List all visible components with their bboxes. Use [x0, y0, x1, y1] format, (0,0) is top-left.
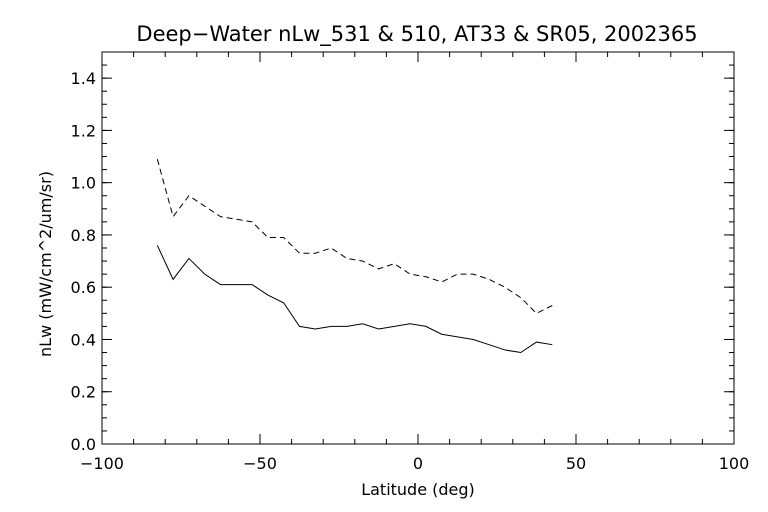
plot-frame [101, 51, 735, 445]
x-axis-label: Latitude (deg) [361, 480, 475, 499]
chart-title: Deep−Water nLw_531 & 510, AT33 & SR05, 2… [136, 22, 697, 47]
x-tick-label: 50 [566, 454, 586, 473]
series-line-dashed [156, 159, 553, 314]
y-axis-label: nLw (mW/cm^2/um/sr) [36, 171, 55, 357]
y-tick-label: 1.2 [71, 121, 96, 140]
y-tick-label: 0.2 [71, 383, 96, 402]
y-tick-label: 1.4 [71, 69, 96, 88]
axis-ticks [101, 51, 735, 445]
x-tick-label: 0 [413, 454, 423, 473]
data-series [156, 159, 553, 354]
x-tick-label: 100 [719, 454, 750, 473]
series-line-solid [156, 245, 553, 354]
y-tick-label: 0.4 [71, 330, 96, 349]
y-tick-label: 0.8 [71, 226, 96, 245]
x-tick-label: −100 [80, 454, 124, 473]
tick-labels: −100 −50 0 50 100 0.0 0.2 0.4 0.6 0.8 1.0 1.2 1.4 [71, 69, 750, 473]
x-tick-label: −50 [243, 454, 277, 473]
y-tick-label: 0.6 [71, 278, 96, 297]
y-tick-label: 0.0 [71, 435, 96, 454]
y-tick-label: 1.0 [71, 174, 96, 193]
